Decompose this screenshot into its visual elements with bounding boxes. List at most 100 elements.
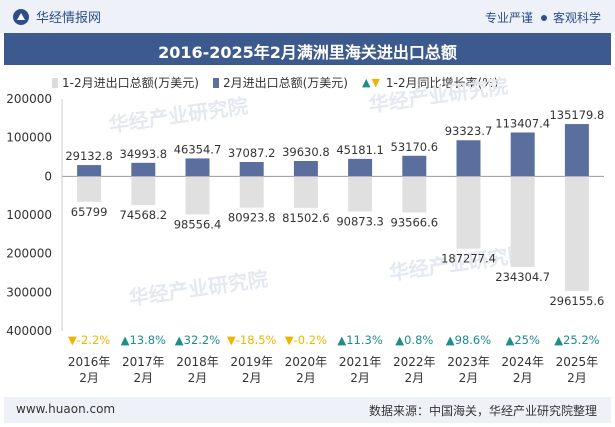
legend-item-jan-feb: 1-2月进出口总额(万美元) [52,74,199,91]
y-tick-label: 100000 [6,131,52,145]
y-tick-label: 100000 [6,208,52,222]
watermark-2: 华经产业研究院 [367,74,509,117]
growth-rate-label: ▲13.8% [121,333,166,347]
x-tick-label-month: 2月 [133,371,153,385]
chart-title: 2016-2025年2月满洲里海关进出口总额 [158,43,457,62]
x-tick-label-year: 2020年 [285,355,328,369]
data-label-jan-feb: 234304.7 [495,270,550,284]
footer-bar: www.huaon.com 数据来源：中国海关，华经产业研究院整理 [4,397,611,423]
x-tick-label-year: 2025年 [556,355,599,369]
data-label-jan-feb: 296155.6 [549,294,604,308]
bar-feb [564,124,589,177]
growth-rate-label: ▲25% [505,333,539,347]
data-label-feb: 29132.8 [65,149,113,163]
data-label-feb: 37087.2 [228,146,276,160]
data-label-feb: 113407.4 [495,116,550,130]
y-tick-label: 200000 [6,247,52,261]
x-tick-label-year: 2023年 [447,355,490,369]
bar-feb [348,158,373,177]
bar-feb [185,158,210,177]
growth-rate-label: ▲98.6% [446,333,491,347]
x-tick-label-year: 2021年 [339,355,382,369]
chart-legend: 1-2月进出口总额(万美元) 2月进出口总额(万美元) ▲ ▼ 1-2月同比增长… [52,74,512,91]
title-bar: 2016-2025年2月满洲里海关进出口总额 [4,33,611,65]
bar-feb [510,132,535,177]
legend-label-growth: 1-2月同比增长率(%) [385,76,499,90]
legend-swatch-jan-feb [52,77,58,88]
bar-jan-feb [239,176,264,208]
plot-group: 200000 100000 0 100000 200000 300000 400000 291… [6,92,604,385]
x-tick-label-month: 2月 [296,371,316,385]
data-label-jan-feb: 74568.2 [120,208,168,222]
x-tick-label-year: 2018年 [176,355,219,369]
x-tick-label-month: 2月 [350,371,370,385]
y-tick-label: 300000 [6,285,52,299]
bar-jan-feb [131,176,156,206]
triangle-down-icon: ▼ [371,76,380,89]
bar-feb [77,165,102,177]
y-tick-label: 200000 [6,92,52,106]
bar-jan-feb [456,176,481,249]
site-url: www.huaon.com [16,402,116,416]
data-label-jan-feb: 81502.6 [282,211,330,225]
data-label-jan-feb: 93566.6 [391,216,439,230]
legend-label-jan-feb: 1-2月进出口总额(万美元) [62,76,199,90]
data-label-jan-feb: 65799 [71,205,108,219]
x-tick-label-month: 2月 [188,371,208,385]
x-tick-label-year: 2017年 [122,355,165,369]
bar-jan-feb [510,176,535,267]
logo-icon [13,8,29,25]
y-tick-label: 0 [44,169,52,183]
logo: 华经情报网 [12,7,101,26]
bullet-icon [540,15,547,21]
bar-jan-feb [293,176,318,208]
watermark-3: 华经产业研究院 [127,267,269,310]
bar-feb [402,155,427,177]
tag-objective: 客观科学 [552,11,601,25]
growth-rate-label: ▼-0.2% [285,333,327,347]
growth-rate-label: ▲25.2% [554,333,599,347]
legend-item-growth: ▲ ▼ 1-2月同比增长率(%) [362,74,498,91]
bar-feb [131,162,156,177]
growth-rate-label: ▲11.3% [337,333,382,347]
top-bar: 华经情报网 专业严谨 客观科学 [0,0,615,33]
x-tick-label-month: 2月 [513,371,533,385]
bar-jan-feb [402,176,427,213]
x-tick-label-year: 2022年 [393,355,436,369]
data-source: 数据来源：中国海关，华经产业研究院整理 [368,404,597,418]
data-label-jan-feb: 80923.8 [228,211,276,225]
growth-rate-label: ▼-2.2% [68,333,110,347]
bar-feb [239,161,264,177]
x-tick-label-month: 2月 [567,371,587,385]
bar-jan-feb [564,176,589,291]
y-tick-label: 400000 [6,324,52,338]
x-tick-label-month: 2月 [404,371,424,385]
bar-jan-feb [185,176,210,215]
data-label-feb: 34993.8 [120,147,168,161]
watermark-1: 华经产业研究院 [107,94,249,137]
x-tick-label-year: 2016年 [68,355,111,369]
data-label-jan-feb: 187277.4 [441,252,496,266]
x-tick-label-month: 2月 [459,371,479,385]
data-label-feb: 53170.6 [391,140,439,154]
growth-rate-label: ▲32.2% [175,333,220,347]
legend-swatch-feb [212,77,219,88]
bar-feb [456,140,481,177]
tag-professional: 专业严谨 [484,11,533,25]
data-label-feb: 45181.1 [336,143,384,157]
logo-text: 华经情报网 [36,11,102,26]
legend-label-feb: 2月进出口总额(万美元) [222,76,348,90]
triangle-up-icon: ▲ [361,76,371,89]
legend-item-feb: 2月进出口总额(万美元) [212,74,348,91]
data-label-feb: 93323.7 [445,124,493,138]
header-tags: 专业严谨 客观科学 [485,9,601,26]
bar-jan-feb [77,176,102,202]
growth-rate-label: ▲0.8% [395,333,433,347]
bar-feb [293,161,318,177]
data-label-jan-feb: 90873.3 [336,214,384,228]
data-label-feb: 135179.8 [549,108,604,122]
data-label-jan-feb: 98556.4 [174,217,222,231]
data-label-feb: 46354.7 [174,142,222,156]
data-label-feb: 39630.8 [282,145,330,159]
